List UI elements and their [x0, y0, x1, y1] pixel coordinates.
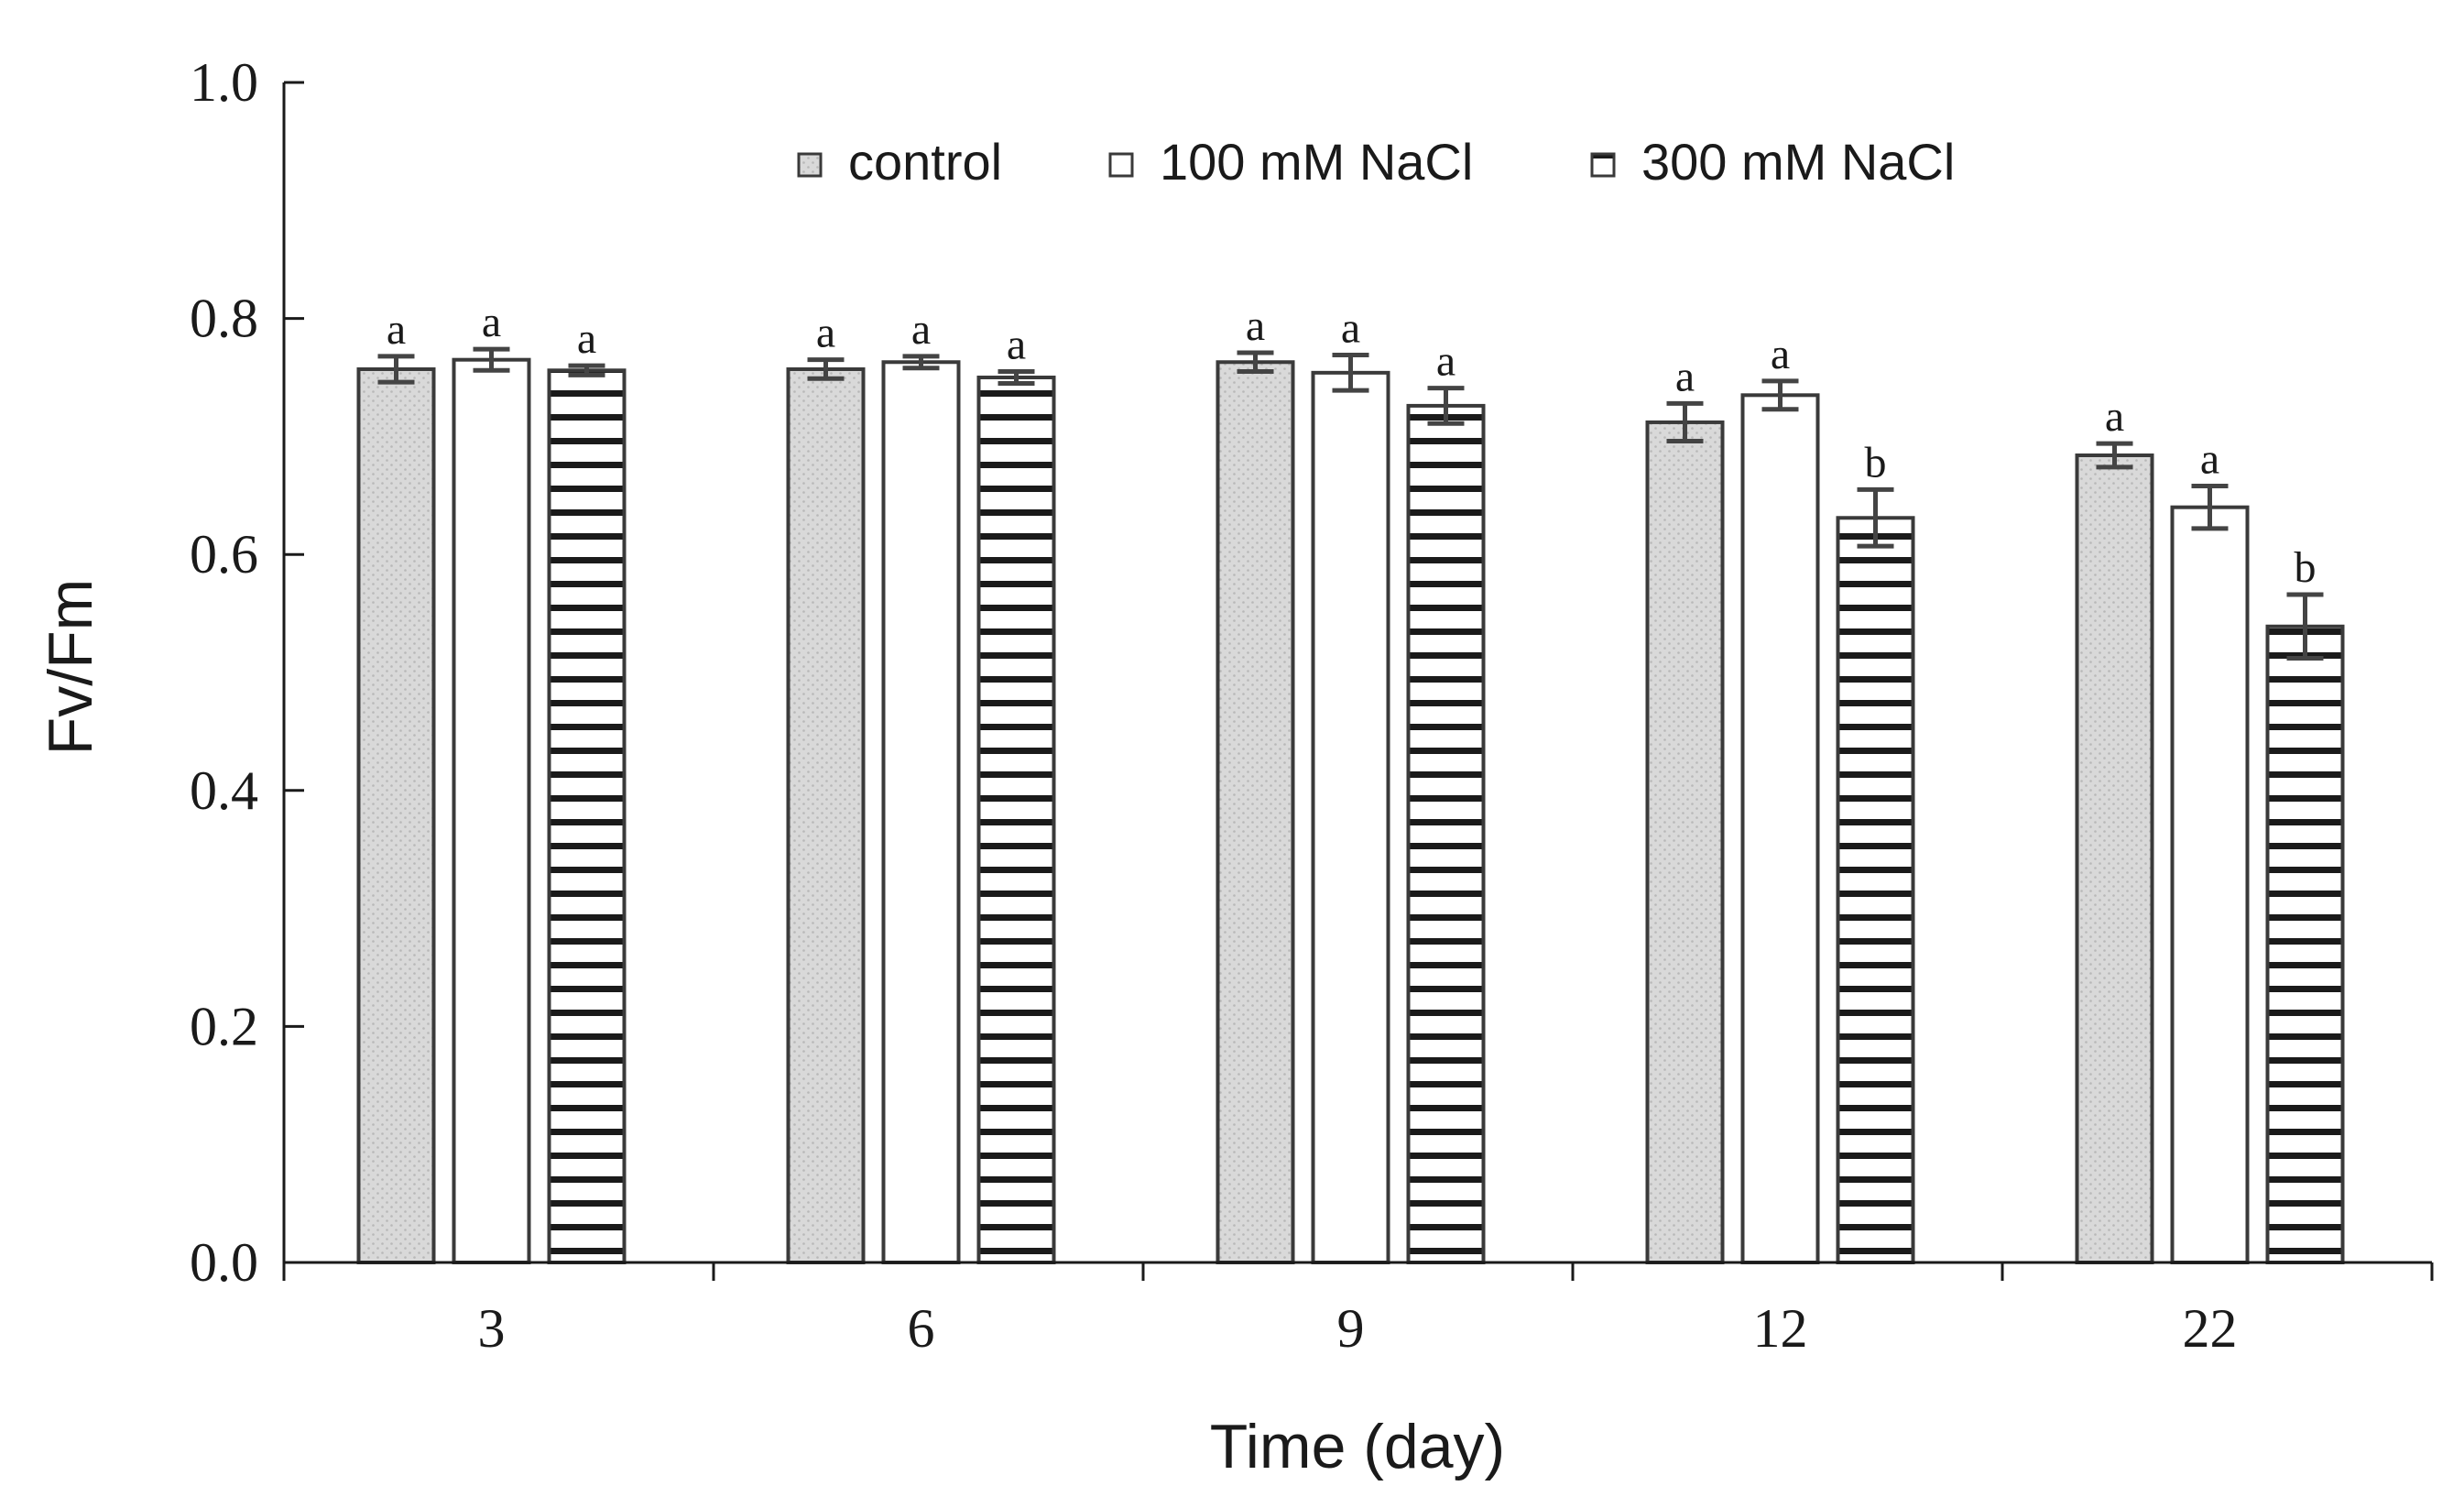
significance-label: a	[1771, 330, 1790, 378]
significance-label: a	[482, 298, 501, 346]
legend-label: 100 mM NaCl	[1160, 133, 1473, 191]
legend-swatch	[797, 152, 823, 178]
y-tick-label: 0.2	[190, 996, 258, 1056]
legend-label: control	[848, 133, 1002, 191]
significance-label: a	[2105, 392, 2124, 441]
x-tick-label: 3	[478, 1298, 506, 1359]
y-tick-label: 1.0	[190, 52, 258, 113]
bar-300-mm-nacl-day-22	[2265, 624, 2345, 1264]
significance-label: a	[1007, 321, 1026, 369]
x-tick-label: 22	[2183, 1298, 2238, 1359]
significance-label: b	[2295, 543, 2317, 592]
axes-layer: 0.0 0.2 0.4 0.6 0.8 1.0 3 6 9 12 22 Time (day) Fv/Fm	[36, 52, 2434, 1481]
y-tick-label: 0.6	[190, 524, 258, 585]
x-axis-title: Time (day)	[1210, 1412, 1505, 1481]
legend-label: 300 mM NaCl	[1641, 133, 1955, 191]
bars-layer: a a a a a a a a a a a b a a b	[356, 298, 2345, 1265]
legend-item-control: control	[797, 133, 1002, 191]
bar-300-mm-nacl-day-3	[547, 368, 627, 1265]
y-tick-label: 0.0	[190, 1232, 258, 1293]
legend: control 100 mM NaCl 300 mM NaCl	[797, 133, 1955, 191]
significance-label: a	[1436, 337, 1456, 386]
legend-item-300-mm-nacl: 300 mM NaCl	[1590, 133, 1955, 191]
significance-label: a	[1675, 352, 1695, 400]
x-tick-label: 9	[1337, 1298, 1365, 1359]
significance-label: a	[577, 314, 596, 363]
y-axis-title: Fv/Fm	[36, 579, 105, 756]
significance-label: b	[1865, 438, 1887, 486]
bar-300-mm-nacl-day-6	[976, 376, 1056, 1264]
x-tick-label: 12	[1753, 1298, 1808, 1359]
bar-100-mm-nacl-day-3	[452, 357, 531, 1264]
bar-control-day-22	[2075, 453, 2154, 1264]
bar-control-day-12	[1645, 420, 1725, 1265]
significance-label: a	[816, 309, 835, 357]
y-tick-label: 0.4	[190, 760, 258, 821]
significance-label: a	[387, 305, 406, 354]
bar-100-mm-nacl-day-12	[1740, 393, 1820, 1264]
significance-label: a	[911, 305, 931, 354]
significance-label: a	[1341, 304, 1360, 353]
legend-item-100-mm-nacl: 100 mM NaCl	[1108, 133, 1473, 191]
significance-label: a	[1246, 301, 1265, 350]
legend-swatch	[1590, 152, 1616, 178]
bar-control-day-3	[356, 366, 436, 1264]
bar-100-mm-nacl-day-22	[2170, 505, 2250, 1264]
bar-control-day-9	[1216, 360, 1295, 1265]
bar-300-mm-nacl-day-9	[1406, 403, 1486, 1264]
bar-100-mm-nacl-day-6	[881, 360, 961, 1265]
bar-100-mm-nacl-day-9	[1311, 370, 1390, 1264]
legend-swatch	[1108, 152, 1134, 178]
y-tick-label: 0.8	[190, 289, 258, 349]
bar-300-mm-nacl-day-12	[1836, 516, 1915, 1264]
bar-control-day-6	[786, 366, 866, 1264]
x-tick-label: 6	[908, 1298, 935, 1359]
significance-label: a	[2200, 434, 2219, 483]
